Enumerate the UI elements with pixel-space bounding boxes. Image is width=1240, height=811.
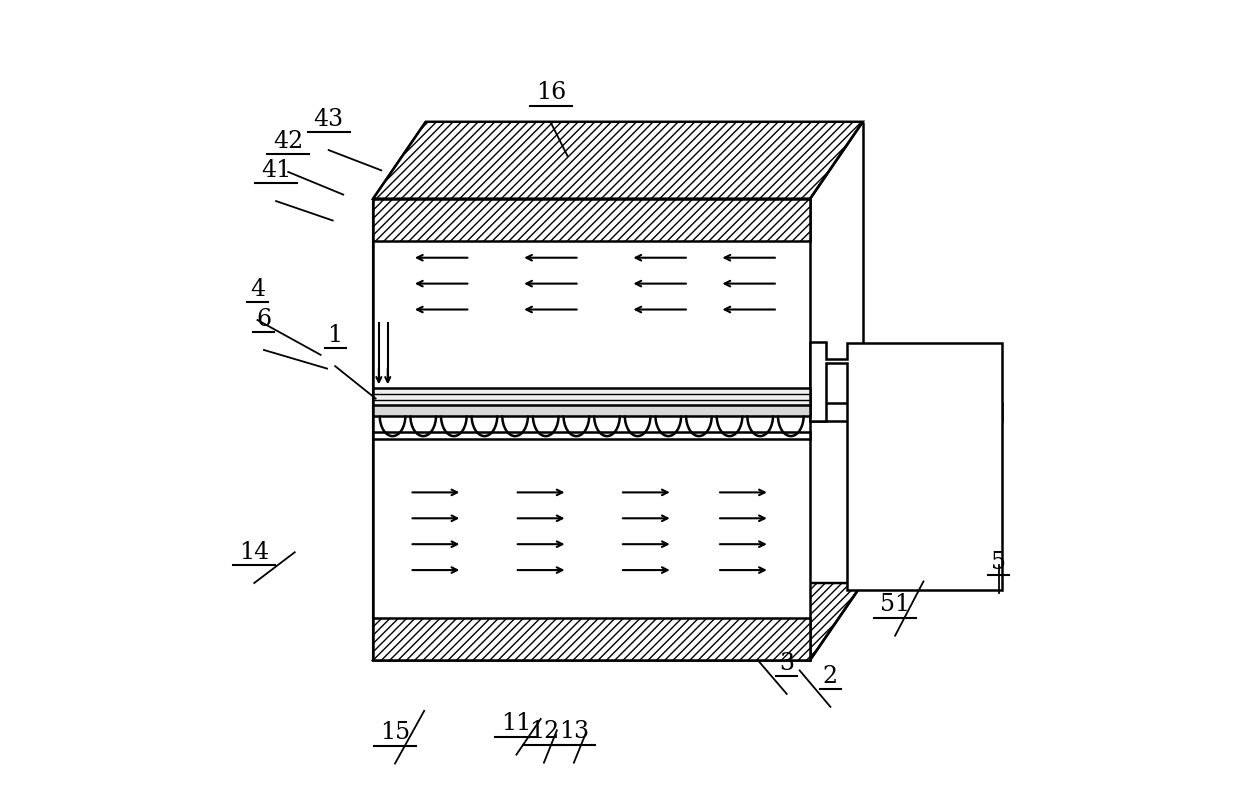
Text: 43: 43 xyxy=(314,108,343,131)
Polygon shape xyxy=(373,122,863,200)
Text: 5: 5 xyxy=(991,550,1006,573)
Polygon shape xyxy=(810,342,1002,590)
Text: 1: 1 xyxy=(327,324,342,346)
Bar xyxy=(373,200,810,660)
Bar xyxy=(373,618,810,660)
Bar xyxy=(810,404,1002,422)
Text: 12: 12 xyxy=(528,719,559,743)
Text: 6: 6 xyxy=(257,307,272,330)
Text: 2: 2 xyxy=(823,663,838,687)
Bar xyxy=(373,200,810,242)
Text: 16: 16 xyxy=(536,81,567,104)
Bar xyxy=(373,406,810,416)
Text: 15: 15 xyxy=(379,720,410,744)
Text: 51: 51 xyxy=(880,593,910,616)
Text: 4: 4 xyxy=(250,277,265,300)
Text: 3: 3 xyxy=(779,651,794,674)
Text: 14: 14 xyxy=(239,540,269,563)
Text: 13: 13 xyxy=(559,719,589,743)
Bar xyxy=(373,388,810,406)
Text: 42: 42 xyxy=(273,130,304,152)
Bar xyxy=(373,432,810,440)
Polygon shape xyxy=(373,583,863,660)
Polygon shape xyxy=(373,122,425,660)
Text: 41: 41 xyxy=(260,159,291,182)
Text: 11: 11 xyxy=(501,711,532,735)
